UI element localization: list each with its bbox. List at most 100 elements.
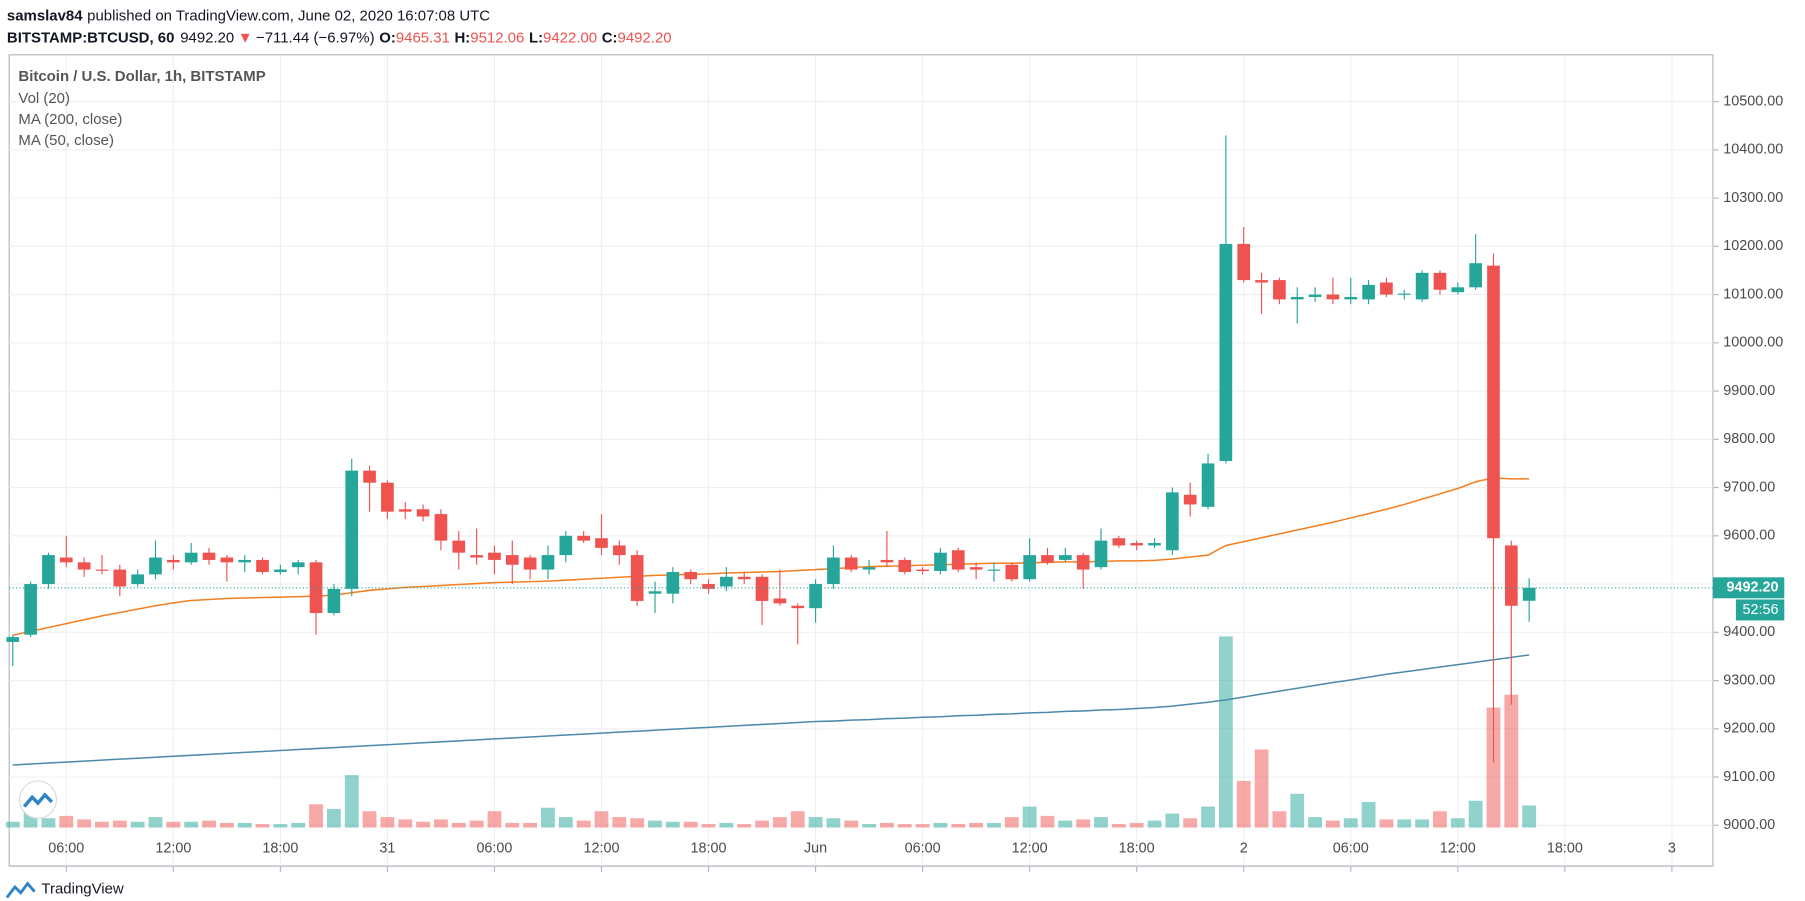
- candle-body: [505, 555, 519, 565]
- volume-bar: [130, 821, 145, 828]
- candle-body: [381, 482, 394, 512]
- volume-bar: [737, 824, 752, 828]
- volume-bar: [1486, 707, 1501, 828]
- volume-bar: [1022, 806, 1037, 828]
- legend-title: Bitcoin / U.S. Dollar, 1h, BITSTAMP: [18, 68, 265, 85]
- candle-body: [238, 559, 252, 563]
- volume-bar: [505, 822, 520, 828]
- candle-body: [862, 567, 876, 570]
- candle-body: [398, 509, 412, 512]
- candle-body: [1023, 555, 1036, 580]
- volume-bar: [380, 817, 395, 828]
- volume-bar: [701, 824, 716, 828]
- y-tick-label: 10500.00: [1723, 93, 1783, 109]
- ohlc-label: O:: [379, 29, 396, 46]
- candle-body: [1041, 555, 1054, 563]
- volume-bar: [1094, 817, 1108, 828]
- candle-body: [488, 552, 501, 560]
- volume-bar: [594, 811, 609, 828]
- candle-body: [470, 555, 483, 558]
- volume-bar: [1076, 819, 1091, 828]
- volume-bar: [1397, 819, 1412, 828]
- candle-body: [559, 535, 573, 556]
- candle-body: [1433, 272, 1447, 290]
- volume-bar: [1040, 815, 1055, 828]
- candle-body: [737, 576, 751, 580]
- volume-bar: [683, 821, 698, 828]
- candle-body: [987, 569, 1001, 571]
- candle-body: [59, 557, 73, 563]
- volume-bar: [1183, 818, 1198, 828]
- candle-body: [1451, 287, 1465, 293]
- volume-bar: [541, 807, 555, 828]
- candle-body: [898, 559, 912, 572]
- candle-body: [934, 552, 947, 572]
- volume-bar: [1361, 801, 1376, 828]
- candle-body: [755, 576, 769, 601]
- volume: [5, 636, 1537, 828]
- candle-body: [1094, 540, 1108, 568]
- candle-body: [612, 545, 626, 556]
- author: samslav84: [7, 7, 83, 24]
- candle-body: [1344, 296, 1358, 300]
- candle-body: [113, 569, 127, 587]
- volume-bar: [202, 820, 216, 828]
- volume-bar: [469, 820, 484, 828]
- volume-bar: [398, 819, 413, 828]
- candle-body: [1522, 587, 1536, 601]
- volume-bar: [790, 811, 805, 828]
- volume-bar: [5, 821, 20, 828]
- candle-body: [256, 559, 269, 572]
- candle-body: [1183, 494, 1197, 505]
- price-tag: [1712, 577, 1785, 599]
- candle-body: [951, 550, 965, 570]
- volume-bar: [1326, 820, 1340, 828]
- y-tick-label: 10100.00: [1723, 286, 1783, 302]
- y-tick-label: 9700.00: [1723, 479, 1775, 495]
- volume-bar: [1308, 817, 1322, 828]
- candle-body: [1415, 272, 1429, 300]
- volume-bar: [1236, 780, 1251, 828]
- x-tick-label: 12:00: [155, 840, 191, 856]
- candle-body: [1380, 282, 1393, 295]
- candle-body: [363, 470, 376, 483]
- volume-bar: [648, 820, 662, 828]
- candle-body: [827, 557, 840, 585]
- volume-bar: [1290, 793, 1305, 828]
- candle-body: [720, 576, 733, 587]
- candle-body: [523, 557, 537, 570]
- candle-body: [202, 552, 216, 560]
- candle-body: [345, 470, 359, 589]
- candle-body: [577, 535, 590, 541]
- ma-line: [12, 477, 1530, 636]
- candle-body: [309, 562, 323, 613]
- candle-body: [1166, 492, 1179, 551]
- legend-ma200: MA (200, close): [18, 111, 122, 128]
- volume-bar: [326, 808, 341, 828]
- candle-body: [648, 591, 662, 594]
- candle-body: [1469, 263, 1482, 288]
- volume-bar: [862, 824, 876, 828]
- volume-bar: [826, 818, 841, 828]
- ma-lines: [12, 477, 1530, 766]
- volume-bar: [112, 820, 127, 828]
- volume-bar: [1201, 806, 1215, 828]
- x-tick-label: 18:00: [691, 840, 727, 856]
- countdown-label: 52:56: [1743, 602, 1779, 618]
- candle-body: [167, 559, 180, 563]
- candle-body: [291, 562, 305, 568]
- candle-body: [1273, 280, 1286, 300]
- x-tick-label: 06:00: [48, 840, 84, 856]
- volume-bar: [255, 824, 270, 828]
- x-tick-label: Jun: [804, 840, 827, 856]
- volume-bar: [1129, 822, 1144, 828]
- y-tick-label: 9000.00: [1723, 817, 1775, 833]
- candle-body: [773, 598, 787, 604]
- candle-body: [416, 509, 430, 517]
- volume-bar: [344, 775, 359, 828]
- candle-body: [969, 567, 983, 570]
- volume-bar: [451, 822, 466, 828]
- ohlc-label: H:: [454, 29, 470, 46]
- x-tick-label: 12:00: [583, 840, 619, 856]
- volume-bar: [951, 824, 966, 828]
